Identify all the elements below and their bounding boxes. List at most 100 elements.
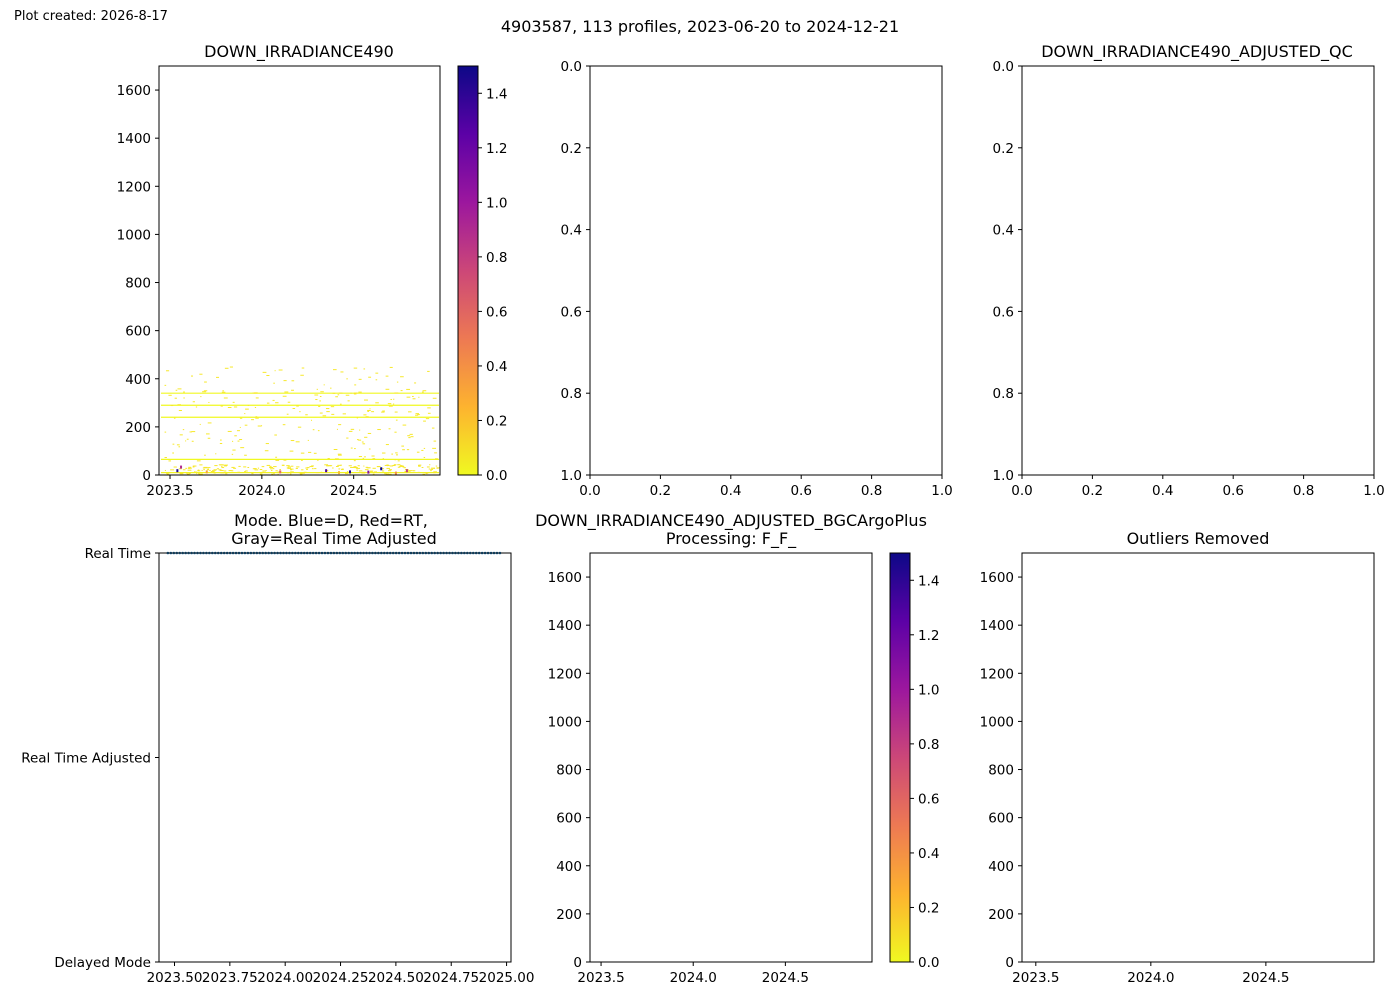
data-speck — [368, 376, 372, 378]
y-tick-label: 200 — [556, 907, 582, 923]
data-speck — [401, 445, 405, 447]
data-speck — [183, 397, 185, 399]
data-speck — [372, 467, 376, 469]
y-tick-label: 600 — [556, 811, 582, 827]
data-speck — [277, 473, 279, 475]
data-speck — [234, 435, 237, 437]
data-speck — [413, 470, 416, 472]
data-speck — [183, 391, 185, 393]
data-speck — [388, 428, 391, 430]
data-speck — [190, 375, 194, 377]
y-tick-label: 0.0 — [561, 59, 582, 75]
data-speck — [407, 435, 411, 437]
y-tick-label: 800 — [125, 276, 151, 292]
data-speck — [423, 420, 426, 422]
data-speck — [214, 465, 218, 467]
panel-mode-title-line1: Mode. Blue=D, Red=RT, — [234, 511, 428, 530]
data-speck — [299, 411, 301, 413]
data-speck — [327, 458, 330, 460]
data-speck — [369, 408, 371, 410]
data-speck — [370, 470, 374, 472]
data-speck — [315, 399, 318, 401]
data-speck — [385, 388, 390, 390]
data-speck — [174, 397, 177, 399]
colorbar-tick-label: 0.0 — [486, 468, 507, 484]
y-tick-label: 0.4 — [561, 223, 582, 239]
panel-adjusted-ticks: 0.0 0.2 0.4 0.6 0.8 1.00.00.20.40.60.81.0 — [561, 59, 953, 499]
data-speck — [408, 411, 412, 413]
data-speck — [400, 376, 404, 378]
data-speck — [422, 473, 425, 475]
data-speck — [212, 470, 216, 472]
y-tick-label: 1000 — [980, 714, 1014, 730]
colorbar-tick-label: 0.4 — [486, 359, 507, 375]
panel-mode-title-line2: Gray=Real Time Adjusted — [231, 529, 437, 548]
colorbar-tick-label: 0.2 — [918, 900, 939, 916]
data-speck — [221, 466, 223, 468]
data-speck — [402, 449, 405, 451]
x-tick-label: 0.4 — [720, 483, 741, 499]
data-speck — [272, 468, 275, 470]
data-speck — [353, 466, 357, 468]
data-speck — [377, 429, 381, 431]
data-speck — [264, 450, 269, 452]
data-speck — [287, 401, 291, 403]
panel-outliers-ticks: 2023.5 2024.0 2024.5 0 200 400 600 800 1000 1200 1… — [980, 570, 1290, 986]
data-speck — [371, 455, 375, 457]
data-speck — [418, 396, 420, 398]
x-tick-label: 2023.50 — [147, 970, 203, 986]
data-speck — [358, 456, 362, 458]
x-tick-label: 0.4 — [1152, 483, 1173, 499]
data-speck — [261, 471, 265, 473]
data-speck — [221, 391, 226, 393]
data-speck — [290, 469, 292, 471]
data-speck — [394, 411, 398, 413]
data-speck — [326, 469, 329, 471]
data-speck — [207, 468, 209, 470]
data-speck — [255, 417, 259, 419]
data-speck — [358, 439, 362, 441]
colorbar-tick-label: 0.4 — [918, 846, 939, 862]
data-speck — [431, 427, 435, 429]
y-tick-label: 1400 — [117, 131, 151, 147]
data-speck — [414, 382, 417, 384]
data-speck — [372, 458, 376, 460]
data-speck — [406, 449, 410, 451]
data-speck — [320, 471, 323, 473]
data-speck — [191, 440, 194, 442]
data-speck — [233, 406, 238, 408]
y-tick-label: 0.0 — [993, 59, 1014, 75]
data-speck — [349, 473, 351, 475]
data-speck — [399, 465, 403, 467]
data-speck — [274, 434, 277, 436]
data-speck — [387, 465, 390, 467]
colorbar-tick-label: 1.4 — [918, 573, 939, 589]
data-speck — [359, 429, 361, 431]
data-speck — [194, 471, 196, 473]
y-tick-label: 400 — [556, 859, 582, 875]
data-speck — [358, 470, 363, 472]
data-speck — [393, 403, 395, 405]
data-speck — [231, 470, 234, 472]
data-speck — [301, 459, 303, 461]
data-speck — [334, 458, 339, 460]
data-speck — [271, 469, 273, 471]
x-tick-label: 0.2 — [1082, 483, 1103, 499]
data-speck — [338, 392, 343, 394]
colorbar-tick-label: 0.0 — [918, 955, 939, 971]
data-speck — [337, 464, 342, 466]
data-speck — [417, 414, 420, 416]
y-tick-label: 600 — [988, 811, 1014, 827]
data-speck — [283, 380, 287, 382]
data-speck — [314, 394, 319, 396]
data-speck — [319, 412, 323, 414]
panel-bgc-frame — [589, 552, 873, 963]
data-speck — [317, 430, 320, 432]
data-speck — [247, 466, 250, 468]
y-tick-label: 200 — [125, 420, 151, 436]
y-tick-label: 0.6 — [561, 304, 582, 320]
data-speck — [188, 467, 192, 469]
panel-mode-frame — [158, 552, 512, 963]
data-speck — [208, 467, 211, 469]
panel-raw-ticks: 2023.5 2024.0 2024.5 0 200 400 600 800 1000 1200 1… — [117, 83, 378, 499]
